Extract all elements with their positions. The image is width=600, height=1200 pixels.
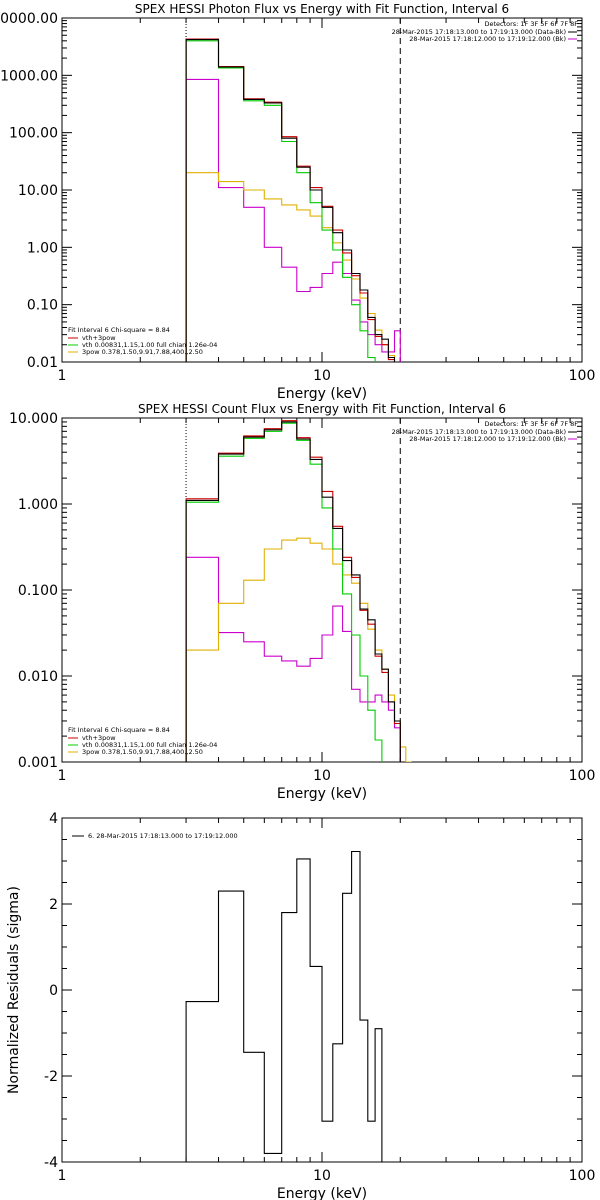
y-tick-label: 2 — [49, 897, 58, 913]
x-tick-label: 100 — [569, 768, 596, 784]
legend-header: Fit Interval 6 Chi-square = 8.84 — [68, 326, 170, 334]
series-data-bk — [185, 39, 396, 362]
series-vth-3pow — [185, 420, 401, 762]
series-data-bk — [185, 421, 401, 762]
legend-top-right: Detectors: 1F 3F 5F 6F 7F 8F28-Mar-2015 … — [392, 420, 579, 443]
series-vth-3pow — [185, 38, 396, 362]
x-tick-label: 100 — [569, 368, 596, 384]
y-tick-label: 1.000 — [18, 497, 58, 513]
y-tick-label: 1000.00 — [0, 68, 58, 84]
legend-top-left: 6. 28-Mar-2015 17:18:13.000 to 17:19:12.… — [72, 832, 238, 840]
y-tick-label: 0.001 — [18, 755, 58, 771]
y-tick-label: -2 — [44, 1069, 58, 1085]
legend-header: Detectors: 1F 3F 5F 6F 7F 8F — [484, 20, 578, 28]
legend-entry-label: 28-Mar-2015 17:18:12.000 to 17:19:12.000… — [409, 435, 566, 443]
series-vth — [185, 422, 383, 762]
y-tick-label: 4 — [49, 811, 58, 827]
x-tick-label: 100 — [569, 1168, 596, 1184]
x-axis-label: Energy (keV) — [277, 1186, 367, 1200]
chart-title: SPEX HESSI Photon Flux vs Energy with Fi… — [135, 2, 509, 16]
series-residuals — [185, 850, 383, 1162]
y-tick-label: 0.01 — [27, 355, 58, 371]
y-tick-label: 10000.00 — [0, 11, 58, 27]
series-bk — [185, 78, 401, 362]
x-tick-label: 10 — [313, 768, 331, 784]
chart-1: SPEX HESSI Photon Flux vs Energy with Fi… — [0, 2, 596, 402]
legend-entry-label: 6. 28-Mar-2015 17:18:13.000 to 17:19:12.… — [88, 832, 238, 840]
x-tick-label: 10 — [313, 368, 331, 384]
chart-3: Energy (keV) Normalized Residuals (sigma)… — [6, 811, 595, 1200]
y-tick-label: 1.00 — [27, 240, 58, 256]
legend-entry-label: 28-Mar-2015 17:18:13.000 to 17:19:13.000… — [392, 28, 566, 36]
legend-header: Detectors: 1F 3F 5F 6F 7F 8F — [484, 420, 578, 428]
y-tick-label: 100.00 — [9, 126, 58, 142]
legend-top-right: Detectors: 1F 3F 5F 6F 7F 8F28-Mar-2015 … — [392, 20, 579, 43]
legend-entry-label: 28-Mar-2015 17:18:12.000 to 17:19:12.000… — [409, 35, 566, 43]
x-axis-label: Energy (keV) — [277, 786, 367, 802]
x-tick-label: 1 — [58, 768, 67, 784]
x-tick-label: 10 — [313, 1168, 331, 1184]
x-axis-label: Energy (keV) — [277, 386, 367, 402]
y-tick-label: 0.100 — [18, 583, 58, 599]
legend-entry-label: 3pow 0.378,1.50,9.91,7.88,400.,2.50 — [82, 748, 203, 756]
legend-entry-label: vth 0.00831,1.15,1.00 full chian 1.26e-0… — [82, 341, 217, 349]
series-3pow — [185, 172, 396, 362]
y-tick-label: 0.10 — [27, 298, 58, 314]
legend-bottom-left: Fit Interval 6 Chi-square = 8.84vth+3pow… — [68, 726, 217, 756]
y-tick-label: 0.010 — [18, 669, 58, 685]
legend-entry-label: vth+3pow — [82, 334, 116, 342]
y-tick-label: 10.00 — [18, 183, 58, 199]
legend-entry-label: vth+3pow — [82, 734, 116, 742]
y-tick-label: 10.000 — [9, 411, 58, 427]
y-tick-label: -4 — [44, 1155, 58, 1171]
series-vth — [185, 40, 376, 362]
series-bk — [185, 556, 401, 762]
legend-bottom-left: Fit Interval 6 Chi-square = 8.84vth+3pow… — [68, 326, 217, 356]
y-tick-label: 0 — [49, 983, 58, 999]
legend-entry-label: vth 0.00831,1.15,1.00 full chian 1.26e-0… — [82, 741, 217, 749]
x-tick-label: 1 — [58, 1168, 67, 1184]
chart-2: SPEX HESSI Count Flux vs Energy with Fit… — [9, 402, 596, 802]
legend-entry-label: 3pow 0.378,1.50,9.91,7.88,400.,2.50 — [82, 348, 203, 356]
legend-header: Fit Interval 6 Chi-square = 8.84 — [68, 726, 170, 734]
legend-entry-label: 28-Mar-2015 17:18:13.000 to 17:19:13.000… — [392, 428, 566, 436]
x-tick-label: 1 — [58, 368, 67, 384]
y-axis-label: Normalized Residuals (sigma) — [6, 886, 22, 1094]
chart-title: SPEX HESSI Count Flux vs Energy with Fit… — [138, 402, 506, 416]
